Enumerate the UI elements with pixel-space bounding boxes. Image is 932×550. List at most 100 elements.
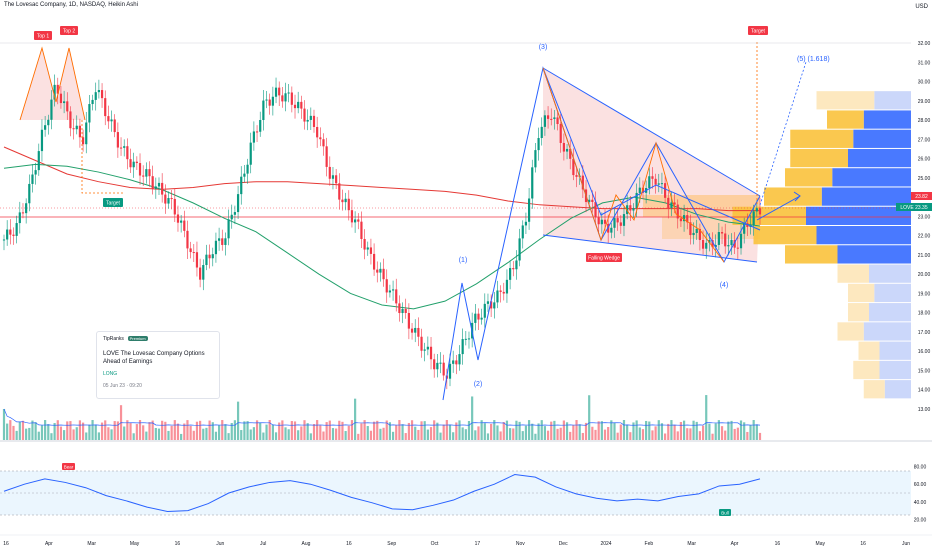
candle-body <box>148 169 151 177</box>
volume-bar <box>47 424 50 440</box>
profile-bar <box>816 91 875 110</box>
volume-bar <box>195 421 199 440</box>
volume-bar <box>594 429 597 440</box>
candle-body <box>135 161 138 164</box>
volume-bar <box>379 428 382 440</box>
label-falling-wedge: Falling Wedge <box>586 253 622 262</box>
volume-bar <box>34 422 37 440</box>
volume-bar <box>714 423 717 440</box>
candle-body <box>161 182 164 195</box>
left-target-line <box>81 120 124 194</box>
candle-body <box>186 230 189 249</box>
time-tick: Nov <box>516 541 525 547</box>
volume-bar <box>180 433 183 440</box>
volume-bar <box>312 424 316 440</box>
volume-bar <box>395 425 398 440</box>
time-tick: Apr <box>731 541 739 547</box>
volume-bar <box>183 423 186 440</box>
volume-bar <box>274 432 278 440</box>
candle-body <box>651 176 654 179</box>
candle-body <box>518 238 521 261</box>
volume-bar <box>452 432 455 440</box>
volume-bar <box>214 431 218 440</box>
candle-body <box>259 120 262 132</box>
volume-bar <box>559 427 562 440</box>
volume-bar <box>733 428 736 440</box>
volume-bar <box>638 427 641 440</box>
rsi-line <box>3 474 761 512</box>
candle-body <box>293 104 297 109</box>
volume-bar <box>543 426 547 440</box>
volume-bar <box>499 431 502 440</box>
time-tick: 16 <box>346 541 352 547</box>
candle-body <box>758 208 762 215</box>
volume-bar <box>303 420 306 440</box>
time-tick: Apr <box>45 541 53 547</box>
candle-body <box>635 192 638 209</box>
volume-bar <box>588 395 591 440</box>
time-tick: 16 <box>860 541 866 547</box>
candle-body <box>100 90 104 99</box>
volume-bar <box>622 420 626 440</box>
rsi-bear-label: Bear <box>62 463 75 470</box>
candle-body <box>493 302 496 309</box>
volume-bar <box>366 426 369 440</box>
volume-bar <box>230 422 233 440</box>
volume-bar <box>192 430 195 440</box>
candle-body <box>461 339 464 355</box>
volume-bar <box>429 427 433 440</box>
candle-body <box>88 104 91 123</box>
candle-body <box>331 175 335 179</box>
news-source: TipRanks <box>103 336 124 342</box>
volume-bar <box>398 420 401 440</box>
volume-bar <box>496 425 499 440</box>
volume-bar <box>116 421 119 440</box>
candle-body <box>448 363 452 379</box>
volume-bar <box>616 432 619 440</box>
candle-body <box>221 238 224 245</box>
candle-body <box>534 150 537 168</box>
volume-bar <box>338 420 341 440</box>
price-tick: 17.00 <box>918 330 931 336</box>
candle-body <box>268 99 271 106</box>
candle-body <box>505 279 509 294</box>
news-card[interactable]: TipRanks Premium LOVE The Lovesac Compan… <box>96 331 220 399</box>
candle-body <box>622 214 626 226</box>
volume-bar <box>328 420 331 440</box>
volume-bar <box>581 432 584 440</box>
volume-bar <box>135 424 138 440</box>
wave-4-label: (4) <box>720 282 729 289</box>
candle-body <box>66 101 69 112</box>
candle-body <box>708 240 711 243</box>
candle-body <box>739 233 743 249</box>
volume-bar <box>758 432 762 440</box>
candle-body <box>157 182 161 187</box>
candle-body <box>246 164 249 174</box>
candle-body <box>252 131 255 143</box>
wedge-zigzag <box>542 67 725 263</box>
volume-bar <box>695 421 698 440</box>
volume-bar <box>708 423 711 440</box>
candle-body <box>233 212 237 215</box>
volume-bar <box>645 420 648 440</box>
price-tick: 14.00 <box>918 388 931 394</box>
volume-bar <box>360 423 363 440</box>
price-badge-last: LOVE 23.35 <box>896 203 932 211</box>
volume-bar <box>293 421 297 440</box>
time-tick: Aug <box>302 541 311 547</box>
time-tick: 17 <box>475 541 481 547</box>
volume-bar <box>584 422 588 440</box>
candle-body <box>316 126 319 138</box>
candle-body <box>214 240 218 255</box>
volume-bar <box>284 427 287 440</box>
volume-bar <box>40 425 44 440</box>
volume-bar <box>341 421 344 440</box>
candle-body <box>63 101 66 104</box>
svg-text:Top 2: Top 2 <box>63 29 75 35</box>
candle-body <box>686 215 689 223</box>
candle-body <box>119 147 123 149</box>
news-title[interactable]: LOVE The Lovesac Company Options Ahead o… <box>103 351 205 365</box>
candle-body <box>667 197 670 209</box>
candle-body <box>439 362 442 364</box>
